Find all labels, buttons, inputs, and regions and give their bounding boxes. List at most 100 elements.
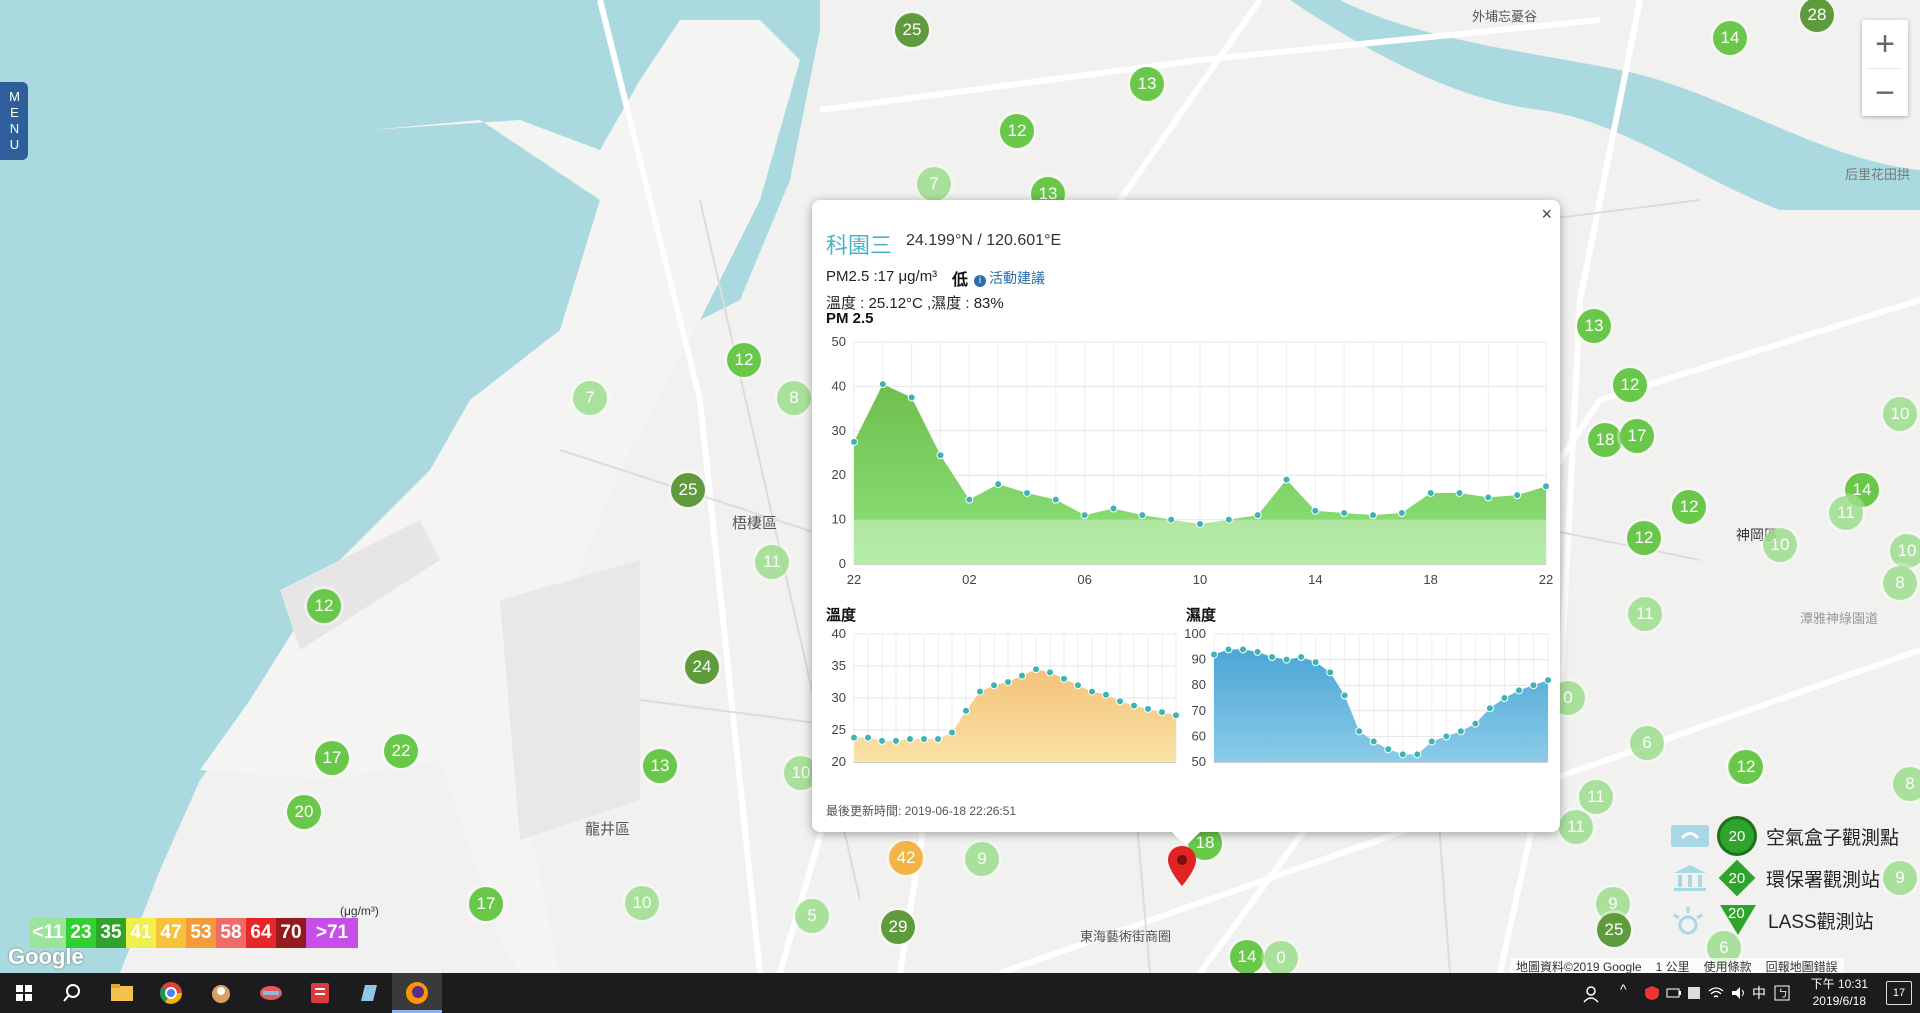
app-icon[interactable] <box>306 979 334 1007</box>
data-point <box>965 495 974 504</box>
location-pin-icon[interactable] <box>1168 846 1196 886</box>
station-marker[interactable]: 10 <box>1763 528 1797 562</box>
station-marker[interactable]: 11 <box>755 545 789 579</box>
y-tick-label: 35 <box>832 658 846 673</box>
volume-icon[interactable] <box>1730 985 1748 1001</box>
station-marker[interactable]: 28 <box>1800 0 1834 32</box>
station-marker[interactable]: 12 <box>727 343 761 377</box>
station-marker[interactable]: 13 <box>643 749 677 783</box>
windows-start-icon[interactable] <box>10 979 38 1007</box>
station-marker[interactable]: 8 <box>777 381 811 415</box>
station-marker[interactable]: 25 <box>895 13 929 47</box>
y-tick-label: 100 <box>1184 626 1206 641</box>
data-point <box>1196 520 1204 529</box>
station-marker[interactable]: 22 <box>384 734 418 768</box>
place-label: 外埔忘憂谷 <box>1472 10 1538 25</box>
activity-advice-link[interactable]: i 活動建議 <box>974 268 1045 288</box>
battery-icon[interactable] <box>1666 985 1682 1001</box>
station-marker[interactable]: 10 <box>1890 534 1920 568</box>
station-marker[interactable]: 18 <box>1588 423 1622 457</box>
search-icon[interactable] <box>58 979 86 1007</box>
close-icon[interactable]: × <box>1541 204 1552 224</box>
legend-swatch: <11 <box>30 918 66 948</box>
data-point <box>1224 645 1233 654</box>
map-canvas[interactable]: 梧棲區 龍井區 外埔忘憂谷 東海藝術街商圈 神岡區 潭雅神綠園道 后里花田拱 2… <box>0 0 1920 973</box>
system-clock[interactable]: 下午 10:31 2019/6/18 <box>1811 976 1868 1010</box>
y-tick-label: 25 <box>832 722 846 737</box>
station-marker[interactable]: 14 <box>1713 21 1747 55</box>
data-point <box>1130 701 1138 710</box>
series-area <box>854 669 1176 762</box>
station-marker[interactable]: 29 <box>881 910 915 944</box>
station-marker[interactable]: 11 <box>1579 780 1613 814</box>
data-point <box>864 733 872 742</box>
station-marker[interactable]: 8 <box>1893 767 1920 801</box>
zoom-in-button[interactable]: + <box>1875 24 1895 63</box>
station-marker[interactable]: 6 <box>1630 726 1664 760</box>
pm25-chart: 0 10 20 30 40 50 22 02 06 10 14 18 22 <box>832 334 1554 587</box>
station-marker[interactable]: 17 <box>315 741 349 775</box>
data-point <box>1397 508 1406 517</box>
data-point <box>1253 511 1262 520</box>
station-type-legend: 20 空氣盒子觀測點 20 環保署觀測站 20 LASS觀測站 <box>1668 815 1920 941</box>
station-marker[interactable]: 11 <box>1628 597 1662 631</box>
station-marker[interactable]: 11 <box>1829 496 1863 530</box>
app-icon[interactable] <box>355 979 383 1007</box>
station-marker[interactable]: 0 <box>1264 941 1298 973</box>
place-label: 龍井區 <box>585 820 631 838</box>
station-marker[interactable]: 5 <box>795 899 829 933</box>
people-icon[interactable] <box>1582 985 1600 1003</box>
station-marker[interactable]: 13 <box>1577 309 1611 343</box>
zoom-out-button[interactable]: − <box>1875 73 1895 112</box>
humidity-chart-title: 濕度 <box>1186 607 1217 624</box>
security-icon[interactable] <box>1644 985 1660 1001</box>
station-marker[interactable]: 7 <box>573 381 607 415</box>
data-point <box>1167 515 1176 524</box>
temperature-chart: 20 25 30 35 40 <box>832 626 1180 769</box>
legend-swatch: 64 <box>246 918 276 948</box>
x-tick-label: 14 <box>1308 572 1322 587</box>
file-explorer-icon[interactable] <box>108 979 136 1007</box>
legend-swatch: 35 <box>96 918 126 948</box>
chrome-icon[interactable] <box>157 979 185 1007</box>
data-point <box>990 681 998 690</box>
notification-center-icon[interactable]: 17 <box>1886 981 1912 1005</box>
station-marker[interactable]: 14 <box>1230 940 1264 973</box>
station-marker[interactable]: 20 <box>287 795 321 829</box>
station-marker[interactable]: 9 <box>1883 861 1917 895</box>
station-marker[interactable]: 17 <box>1620 419 1654 453</box>
station-marker[interactable]: 10 <box>1883 397 1917 431</box>
station-marker[interactable]: 12 <box>1627 521 1661 555</box>
station-marker[interactable]: 17 <box>469 887 503 921</box>
menu-button[interactable]: MENU <box>0 82 28 160</box>
station-marker[interactable]: 12 <box>307 589 341 623</box>
station-marker[interactable]: 12 <box>1000 114 1034 148</box>
report-error-link[interactable]: 回報地圖錯誤 <box>1765 960 1838 973</box>
app-icon[interactable] <box>257 979 285 1007</box>
temp-humidity-reading: 溫度 : 25.12°C ,濕度 : 83% <box>826 295 1004 312</box>
wifi-icon[interactable] <box>1708 985 1724 1001</box>
ime-indicator[interactable]: 中 <box>1752 985 1766 1001</box>
station-marker[interactable]: 42 <box>889 841 923 875</box>
terms-link[interactable]: 使用條款 <box>1703 960 1752 973</box>
tray-expand-icon[interactable]: ^ <box>1620 981 1627 997</box>
station-marker[interactable]: 12 <box>1672 490 1706 524</box>
station-marker[interactable]: 25 <box>671 473 705 507</box>
app-tray-icon[interactable] <box>1686 985 1702 1001</box>
station-marker[interactable]: 10 <box>625 886 659 920</box>
data-point <box>906 734 914 743</box>
data-point <box>1311 658 1320 667</box>
station-marker[interactable]: 7 <box>917 167 951 201</box>
station-marker[interactable]: 8 <box>1883 566 1917 600</box>
app-icon[interactable] <box>207 979 235 1007</box>
station-marker[interactable]: 13 <box>1130 67 1164 101</box>
station-marker[interactable]: 24 <box>685 650 719 684</box>
station-marker[interactable]: 9 <box>965 842 999 876</box>
station-marker[interactable]: 12 <box>1613 368 1647 402</box>
firefox-icon[interactable] <box>403 979 431 1007</box>
legend-circle-marker: 20 <box>1720 819 1754 853</box>
ime-mode-icon[interactable]: ㄅ <box>1774 985 1790 1001</box>
station-marker[interactable]: 12 <box>1729 750 1763 784</box>
station-marker[interactable]: 25 <box>1597 913 1631 947</box>
station-marker[interactable]: 11 <box>1559 810 1593 844</box>
